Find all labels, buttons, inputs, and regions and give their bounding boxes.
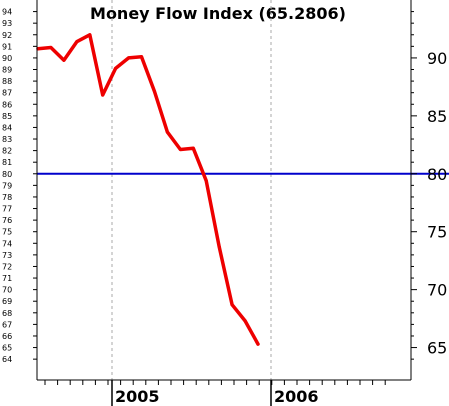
left-tick-label: 74 (2, 239, 12, 248)
left-tick-label: 89 (2, 66, 12, 75)
left-tick-label: 68 (2, 309, 12, 318)
year-label: 2005 (115, 387, 160, 406)
left-tick-label: 80 (2, 170, 12, 179)
right-tick-label: 85 (427, 107, 447, 126)
mfi-data-point (191, 146, 195, 150)
mfi-series-line (36, 33, 260, 346)
mfi-data-point (88, 33, 92, 37)
left-tick-label: 93 (2, 19, 12, 28)
left-tick-label: 67 (2, 320, 12, 329)
mfi-data-point (178, 148, 182, 151)
left-tick-label: 82 (2, 147, 12, 156)
mfi-data-point (204, 179, 208, 183)
left-tick-label: 92 (2, 31, 12, 40)
left-tick-label: 71 (2, 274, 12, 283)
left-tick-label: 85 (2, 112, 12, 121)
left-tick-label: 75 (2, 228, 12, 237)
year-label: 2006 (274, 387, 319, 406)
mfi-data-point (153, 90, 156, 93)
left-tick-label: 72 (2, 262, 12, 271)
left-tick-label: 94 (2, 8, 12, 17)
left-tick-label: 90 (2, 54, 12, 63)
mfi-data-point (140, 55, 143, 59)
left-tick-label: 81 (2, 158, 12, 167)
left-tick-label: 86 (2, 100, 12, 109)
mfi-data-point (217, 245, 221, 249)
left-tick-label: 76 (2, 216, 12, 225)
left-tick-label: 64 (2, 355, 12, 364)
left-tick-label: 69 (2, 297, 12, 306)
left-tick-label: 83 (2, 135, 12, 144)
mfi-data-point (243, 319, 247, 323)
chart-title: Money Flow Index (65.2806) (90, 4, 346, 23)
mfi-data-point (49, 46, 53, 49)
mfi-data-point (114, 66, 118, 70)
left-tick-label: 65 (2, 344, 12, 353)
left-tick-label: 79 (2, 181, 12, 190)
mfi-data-point (127, 56, 131, 60)
left-tick-label: 77 (2, 205, 12, 214)
left-tick-label: 87 (2, 89, 12, 98)
left-tick-label: 78 (2, 193, 12, 202)
left-tick-label: 73 (2, 251, 12, 260)
left-tick-label: 84 (2, 123, 12, 132)
mfi-data-point (256, 342, 260, 346)
left-tick-label: 91 (2, 42, 12, 51)
mfi-data-point (101, 93, 105, 97)
left-tick-label: 88 (2, 77, 12, 86)
right-tick-label: 65 (427, 339, 447, 358)
mfi-data-point (165, 130, 169, 134)
series-layer (36, 33, 260, 346)
right-tick-label: 70 (427, 281, 447, 300)
left-tick-label: 66 (2, 332, 12, 341)
right-tick-label: 90 (427, 49, 447, 68)
mfi-data-point (75, 40, 79, 44)
mfi-data-point (62, 58, 66, 62)
left-tick-label: 70 (2, 286, 12, 295)
mfi-data-point (230, 303, 234, 307)
right-tick-label: 75 (427, 223, 447, 242)
right-tick-label: 80 (427, 165, 447, 184)
